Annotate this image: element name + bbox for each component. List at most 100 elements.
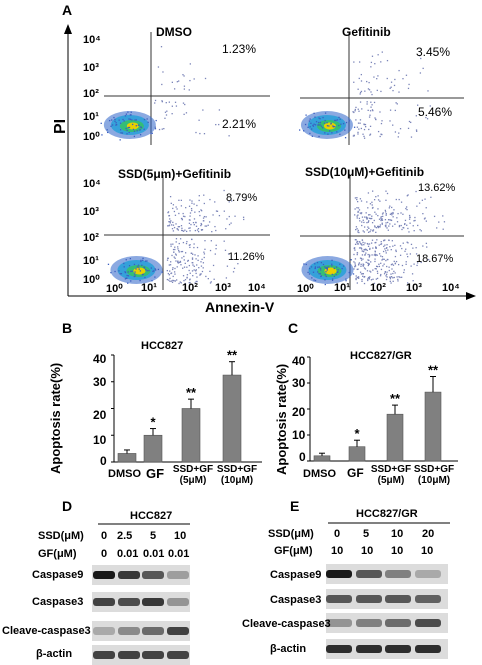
flow-event-lr [161, 100, 163, 102]
flow-event-ll [153, 270, 155, 272]
flow-event-lr [179, 261, 182, 263]
flow-event-ur [228, 215, 230, 218]
blot-1-band-2-1 [356, 619, 382, 627]
flow-event-lr [388, 269, 390, 272]
flow-event-ur [205, 216, 207, 218]
flow-y-axis-arrow [64, 24, 72, 34]
flow-event-lr [374, 267, 376, 270]
flow-event-ur [223, 210, 225, 212]
flow-event-ur [369, 217, 371, 219]
flow-event-ll [121, 132, 124, 134]
flow-event-lr [203, 256, 205, 259]
flow-event-lr [354, 264, 356, 266]
flow-event-lr [214, 253, 216, 255]
flow-event-ur [194, 211, 196, 213]
flow-event-lr [199, 273, 202, 275]
flow-event-lr [386, 265, 388, 268]
flow-event-ll [338, 124, 340, 127]
flow-event-ur [176, 208, 178, 210]
flow-pct-gef-lr: 5.46% [418, 105, 453, 119]
flow-xtick-r-4: 10⁴ [442, 282, 460, 294]
flow-event-ur [189, 215, 191, 217]
flow-event-lr [364, 253, 366, 256]
flow-event-ll [336, 131, 338, 133]
flow-event-ur [211, 230, 213, 233]
flow-event-lr [386, 271, 388, 273]
flow-event-lr [393, 276, 395, 279]
flow-event-lr [170, 245, 172, 247]
flow-event-ll [143, 128, 145, 130]
flow-event-ur [398, 198, 400, 201]
flow-event-ur [375, 231, 377, 234]
flow-event-ur [387, 229, 389, 231]
flow-event-ll [100, 122, 102, 124]
flow-event-ur [368, 220, 370, 222]
flow-event-lr [404, 250, 406, 252]
flow-event-ll [157, 268, 160, 271]
flow-event-ur [160, 46, 163, 48]
flow-event-lr [201, 258, 203, 261]
flow-event-ur [244, 199, 246, 201]
flow-event-ur [366, 217, 369, 219]
blot-1-band-3-3 [415, 645, 441, 653]
flow-pct-gef-ur: 3.45% [416, 45, 451, 59]
flow-event-lr [373, 254, 375, 256]
flow-event-lr [171, 268, 174, 271]
flow-event-lr [368, 243, 371, 245]
flow-event-lr [384, 271, 386, 273]
flow-event-lr [361, 244, 363, 246]
flow-event-ll [326, 266, 328, 268]
flow-event-lr [186, 266, 188, 268]
flow-event-ur [404, 219, 407, 222]
flow-event-lr [180, 250, 182, 253]
flow-event-lr [195, 270, 197, 272]
flow-event-lr [191, 270, 194, 272]
flow-event-lr [409, 253, 412, 255]
flow-event-lr [378, 253, 381, 255]
flow-event-lr [394, 244, 396, 247]
flow-event-lr [223, 240, 225, 242]
flow-event-lr [360, 257, 362, 260]
flow-event-lr [193, 265, 195, 267]
flow-event-ur [381, 219, 384, 221]
flow-event-lr [362, 263, 364, 265]
flow-event-ur [157, 66, 160, 68]
flow-event-lr [179, 281, 181, 283]
flow-event-ll [305, 114, 307, 116]
flow-event-ll [327, 133, 329, 135]
flow-event-lr [205, 275, 207, 278]
flow-event-lr [174, 248, 176, 251]
flow-event-lr [195, 131, 197, 134]
flow-event-ur [373, 199, 376, 201]
blot-1-band-0-3 [415, 570, 441, 578]
flow-event-ll [348, 120, 350, 122]
flow-event-ll [150, 133, 152, 135]
flow-event-ll [133, 263, 136, 266]
flow-event-ur [374, 211, 376, 213]
flow-event-lr [406, 282, 409, 284]
flow-event-ll [319, 267, 322, 269]
flow-event-ur [384, 219, 387, 221]
flow-event-lr [376, 270, 379, 272]
flow-event-ll [126, 274, 128, 277]
flow-event-ur [368, 214, 370, 216]
flow-event-ll [126, 277, 128, 279]
flow-event-lr [403, 269, 406, 271]
flow-event-lr [202, 262, 205, 264]
flow-event-ur [417, 224, 419, 227]
flow-event-lr [385, 275, 387, 277]
flow-event-lr [172, 275, 174, 278]
flow-event-lr [195, 258, 197, 260]
flow-event-ur [356, 198, 358, 201]
blot-e-ssd-3: 20 [422, 528, 435, 540]
flow-event-ur [189, 79, 191, 82]
flow-event-ll [111, 124, 114, 126]
flow-event-lr [385, 278, 388, 281]
flow-event-ll [131, 119, 133, 121]
flow-event-lr [390, 264, 393, 266]
flow-event-lr [392, 264, 395, 266]
blot-e-gf-2: 10 [391, 545, 404, 557]
flow-event-lr [400, 276, 403, 278]
chart-b-cat-gf: GF [146, 466, 165, 481]
